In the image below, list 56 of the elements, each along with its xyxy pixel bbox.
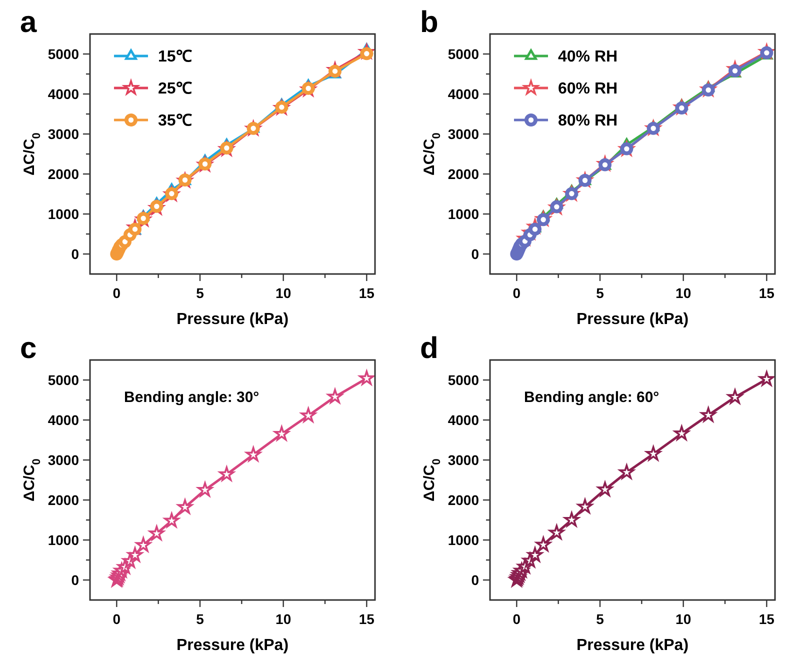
y-tick-label: 4000 [48, 412, 80, 428]
legend-label: 80% RH [558, 112, 618, 130]
legend-label: 60% RH [558, 80, 618, 98]
y-tick-label: 2000 [448, 166, 480, 182]
y-tick-label: 4000 [48, 86, 80, 102]
y-tick-label: 3000 [448, 126, 480, 142]
y-tick-label: 3000 [48, 126, 80, 142]
x-axis-title: Pressure (kPa) [176, 637, 289, 654]
annotation: Bending angle: 30° [124, 389, 260, 406]
x-tick-label: 5 [596, 611, 604, 627]
y-tick-label: 0 [471, 572, 480, 588]
chart-title: a [20, 6, 37, 39]
y-tick-label: 5000 [448, 46, 480, 62]
x-tick-label: 5 [596, 285, 604, 301]
x-tick-label: 10 [676, 285, 692, 301]
x-tick-label: 10 [276, 285, 292, 301]
legend-label: 25℃ [158, 80, 192, 98]
y-tick-label: 1000 [448, 206, 480, 222]
legend-label: 15℃ [158, 48, 192, 66]
y-tick-label: 5000 [48, 372, 80, 388]
y-tick-label: 1000 [448, 532, 480, 548]
x-tick-label: 5 [196, 285, 204, 301]
x-tick-label: 0 [112, 611, 121, 627]
y-tick-label: 0 [471, 246, 480, 262]
chart-title: b [420, 6, 438, 39]
y-tick-label: 0 [71, 246, 80, 262]
x-tick-label: 5 [196, 611, 204, 627]
x-tick-label: 10 [276, 611, 292, 627]
x-tick-label: 0 [512, 285, 521, 301]
y-tick-label: 5000 [48, 46, 80, 62]
x-axis-title: Pressure (kPa) [176, 311, 289, 328]
x-tick-label: 0 [512, 611, 521, 627]
y-tick-label: 4000 [448, 86, 480, 102]
x-tick-label: 15 [758, 611, 775, 627]
legend-label: 40% RH [558, 48, 618, 66]
y-tick-label: 0 [71, 572, 80, 588]
x-tick-label: 15 [758, 285, 775, 301]
y-tick-label: 5000 [448, 372, 480, 388]
y-tick-label: 3000 [48, 452, 80, 468]
y-tick-label: 2000 [448, 492, 480, 508]
y-tick-label: 4000 [448, 412, 480, 428]
annotation: Bending angle: 60° [524, 389, 660, 406]
chart-title: c [20, 332, 37, 365]
y-tick-label: 1000 [48, 532, 80, 548]
y-tick-label: 2000 [48, 166, 80, 182]
x-tick-label: 10 [676, 611, 692, 627]
x-tick-label: 15 [358, 611, 375, 627]
y-tick-label: 3000 [448, 452, 480, 468]
y-tick-label: 2000 [48, 492, 80, 508]
y-tick-label: 1000 [48, 206, 80, 222]
legend-label: 35℃ [158, 112, 192, 130]
x-tick-label: 15 [358, 285, 375, 301]
x-axis-title: Pressure (kPa) [576, 311, 689, 328]
chart-title: d [420, 332, 438, 365]
x-axis-title: Pressure (kPa) [576, 637, 689, 654]
x-tick-label: 0 [112, 285, 121, 301]
